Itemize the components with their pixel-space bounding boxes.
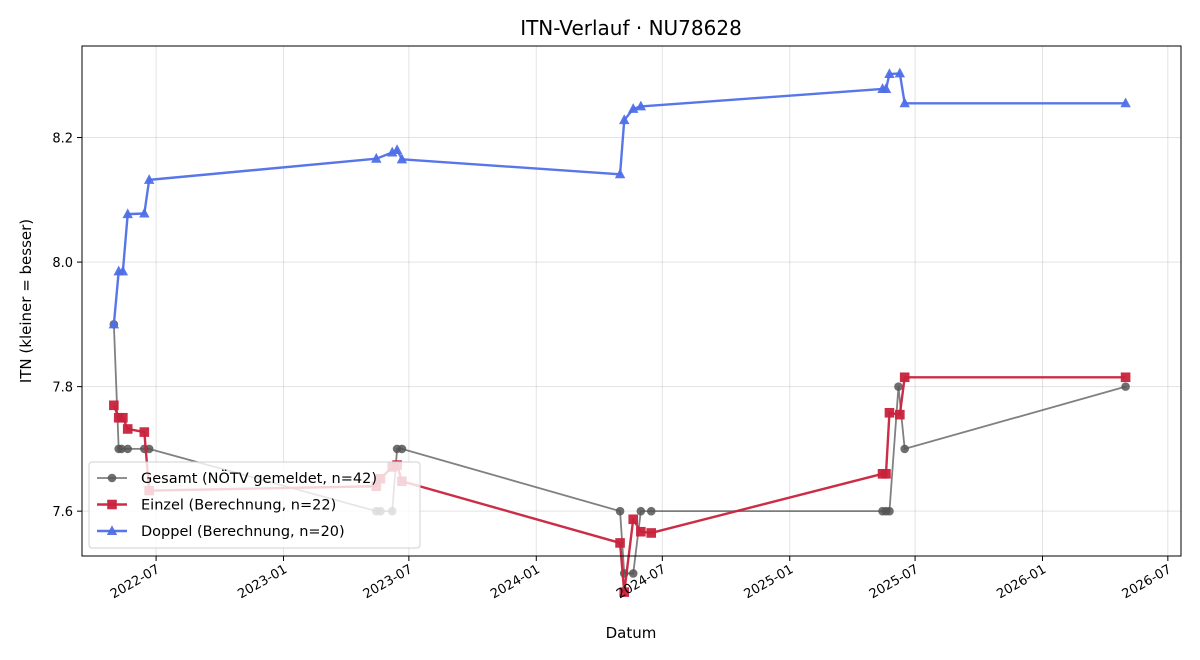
data-point <box>396 153 408 164</box>
series-3 <box>108 67 1131 329</box>
data-point <box>122 208 133 219</box>
legend-marker <box>107 473 117 483</box>
data-point <box>391 144 403 154</box>
data-point <box>143 174 155 184</box>
data-point <box>900 444 909 454</box>
data-point <box>371 152 382 163</box>
data-point <box>899 97 910 108</box>
data-point <box>881 469 891 479</box>
data-point <box>628 103 639 113</box>
data-point <box>619 587 630 597</box>
plot-frame <box>81 45 1182 557</box>
data-point <box>880 83 892 93</box>
data-point <box>139 207 150 218</box>
data-point <box>635 100 647 111</box>
legend: Gesamt (NÖTV gemeldet, n=42) Einzel (Bere… <box>88 461 421 549</box>
data-point <box>884 68 895 79</box>
legend-label: Gesamt (NÖTV gemeldet, n=42) <box>141 469 377 487</box>
series-line <box>112 376 1126 594</box>
grid <box>82 46 1181 556</box>
y-tick-label: 8.0 <box>52 256 73 271</box>
data-point <box>894 67 906 78</box>
data-point <box>397 444 407 454</box>
legend-marker <box>106 525 118 535</box>
legend-label: Einzel (Berechnung, n=22) <box>141 498 336 514</box>
y-axis-label: ITN (kleiner = besser) <box>17 219 35 383</box>
series-markers <box>108 67 1131 329</box>
data-point <box>628 569 638 578</box>
data-point <box>615 506 625 516</box>
legend-item: Gesamt (NÖTV gemeldet, n=42) <box>97 469 377 487</box>
data-point <box>646 528 657 538</box>
data-point <box>636 506 646 516</box>
series-layer <box>108 67 1131 597</box>
data-point <box>646 506 656 516</box>
data-point <box>122 424 133 434</box>
data-point <box>1121 382 1130 391</box>
legend-label: Doppel (Berechnung, n=20) <box>141 524 345 540</box>
data-point <box>636 526 646 537</box>
x-axis-label: Datum <box>606 624 657 642</box>
data-point <box>387 146 398 157</box>
legend-item: Doppel (Berechnung, n=20) <box>97 524 345 540</box>
data-point <box>885 506 894 516</box>
data-point <box>1120 97 1131 108</box>
chart-title: ITN-Verlauf · NU78628 <box>520 16 742 40</box>
data-point <box>628 514 639 525</box>
data-point <box>123 444 133 454</box>
data-point <box>894 382 903 391</box>
data-point <box>117 265 129 276</box>
y-tick-label: 8.2 <box>52 132 73 147</box>
data-point <box>139 427 150 437</box>
data-point <box>1120 372 1131 383</box>
data-point <box>899 372 910 383</box>
y-tick-label: 7.6 <box>52 505 73 520</box>
data-point <box>615 538 625 548</box>
data-point <box>117 444 126 454</box>
data-point <box>619 114 630 125</box>
data-point <box>108 318 120 329</box>
data-point <box>118 412 128 423</box>
legend-item: Einzel (Berechnung, n=22) <box>97 498 336 514</box>
data-point <box>614 168 626 179</box>
legend-box <box>88 461 421 549</box>
data-point <box>884 407 895 418</box>
legend-marker <box>107 499 117 510</box>
y-tick-label: 7.8 <box>52 381 73 396</box>
data-point <box>895 409 905 420</box>
data-point <box>109 400 119 411</box>
